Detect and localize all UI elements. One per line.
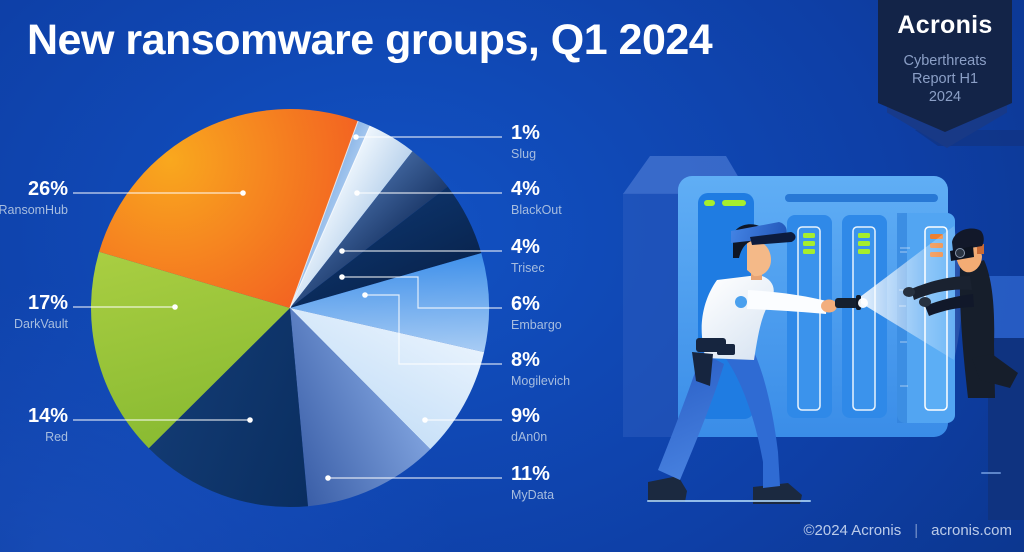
report-badge: Acronis Cyberthreats Report H1 2024	[878, 0, 1012, 132]
server-leds-green-top	[704, 200, 746, 206]
label-trisec-name: Trisec	[511, 261, 545, 275]
officer-cap-brim	[750, 232, 796, 245]
label-red-name: Red	[45, 430, 68, 444]
label-slug-name: Slug	[511, 147, 537, 161]
server-rack-top-bar	[785, 194, 938, 202]
thief-hand-right	[919, 297, 931, 307]
report-badge-subtitle: Cyberthreats Report H1 2024	[903, 53, 987, 105]
thief-hair	[977, 244, 984, 254]
label-slug-pct: 1%	[511, 122, 540, 144]
pie-slice-ransomhub	[99, 108, 359, 309]
label-blackout-name: BlackOut	[511, 203, 562, 217]
thief	[903, 228, 1018, 398]
officer-badge	[735, 296, 747, 308]
label-ransomhub-name: RansomHub	[0, 203, 68, 217]
label-blackout-pct: 4%	[511, 178, 540, 200]
thief-goggle	[955, 248, 965, 258]
label-ransomhub-pct: 26%	[27, 178, 68, 200]
label-darkvault: 17% DarkVault	[0, 293, 68, 332]
thief-leg	[972, 354, 1018, 388]
footer-site-link: acronis.com	[931, 522, 1012, 539]
pie-slice-dan0n	[290, 308, 485, 450]
label-darkvault-pct: 17%	[27, 292, 68, 314]
officer-front-shoe	[753, 483, 802, 504]
label-ransomhub: 26% RansomHub	[0, 179, 68, 218]
thief-arm-upper	[911, 276, 972, 300]
officer-holster	[692, 352, 713, 386]
label-slug: 1% Slug	[511, 123, 651, 162]
officer-front-leg	[724, 352, 780, 488]
label-embargo: 6% Embargo	[511, 294, 651, 333]
leader-lines	[73, 136, 502, 479]
server-panel-1	[797, 226, 821, 411]
label-mogilevich-pct: 8%	[511, 349, 540, 371]
label-mydata-name: MyData	[511, 488, 555, 502]
footer: ©2024 Acronis | acronis.com	[803, 522, 1012, 539]
pie-slice-darkvault	[91, 251, 290, 449]
police-officer	[648, 222, 868, 504]
label-red-pct: 14%	[27, 405, 68, 427]
label-blackout: 4% BlackOut	[511, 179, 651, 218]
acronis-logo: Acronis	[897, 11, 993, 39]
leader-dots	[172, 134, 428, 481]
pie-slice-slug	[290, 121, 370, 308]
flashlight-glow	[858, 298, 868, 308]
label-trisec-pct: 4%	[511, 236, 540, 258]
pie-slice-mogilevich	[290, 253, 490, 353]
thief-beanie	[952, 228, 984, 251]
footer-copyright: ©2024 Acronis	[803, 522, 902, 539]
pie-slice-blackout	[290, 125, 413, 308]
slice-divider-lines	[289, 120, 371, 309]
server-panel-2	[852, 226, 876, 411]
pie-slices	[91, 108, 490, 508]
officer-back-shoe	[648, 476, 687, 502]
officer-hand	[821, 299, 837, 313]
label-red: 14% Red	[0, 406, 68, 445]
leader-line-embargo	[342, 276, 502, 309]
illustration-security-scene	[623, 130, 1024, 520]
leader-line-mogilevich	[365, 294, 502, 365]
footer-separator: |	[914, 522, 919, 539]
thief-hand-left	[903, 287, 915, 297]
page-title: New ransomware groups, Q1 2024	[27, 16, 713, 64]
label-trisec: 4% Trisec	[511, 237, 651, 276]
label-dan0n-pct: 9%	[511, 405, 540, 427]
pie-slice-red	[148, 308, 308, 508]
pie-slice-embargo	[290, 186, 482, 308]
label-mydata-pct: 11%	[511, 463, 550, 485]
label-embargo-pct: 6%	[511, 293, 540, 315]
officer-arm	[747, 290, 827, 314]
label-mogilevich: 8% Mogilevich	[511, 350, 651, 389]
server-leds-green-panels	[803, 233, 870, 254]
label-embargo-name: Embargo	[511, 318, 562, 332]
label-mogilevich-name: Mogilevich	[511, 374, 571, 388]
officer-face	[747, 240, 771, 277]
thief-arm-lower	[925, 294, 974, 316]
flashlight	[835, 298, 858, 308]
label-mydata: 11% MyData	[511, 464, 651, 503]
label-darkvault-name: DarkVault	[14, 317, 68, 331]
pie-slice-trisec	[290, 151, 448, 308]
label-dan0n-name: dAn0n	[511, 430, 548, 444]
label-dan0n: 9% dAn0n	[511, 406, 651, 445]
pie-slice-mydata	[290, 308, 431, 507]
